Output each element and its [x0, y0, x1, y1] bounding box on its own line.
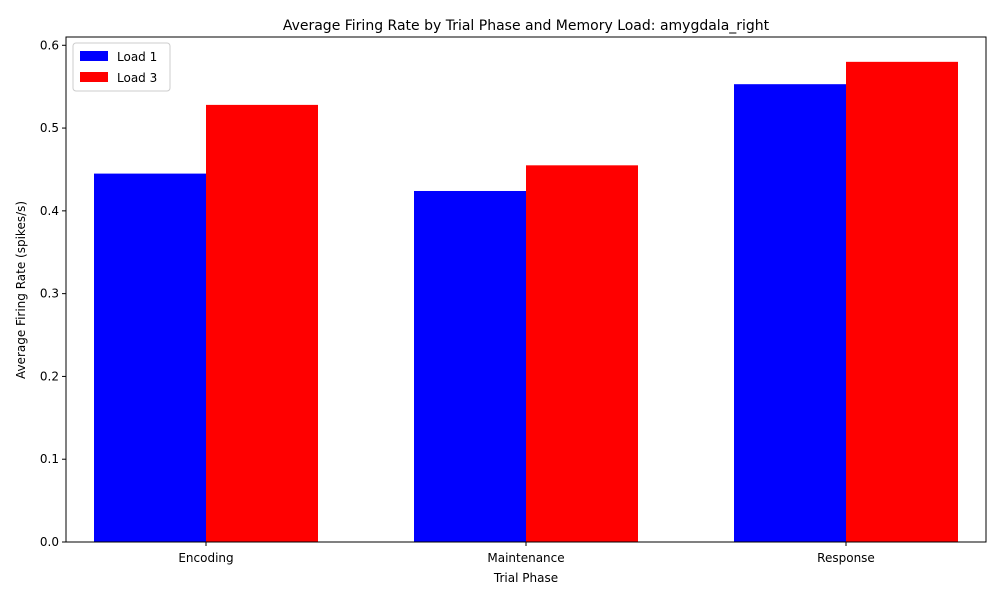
y-tick-label: 0.5	[40, 121, 59, 135]
x-tick-label: Maintenance	[487, 551, 564, 565]
y-tick-label: 0.6	[40, 38, 59, 52]
legend-label: Load 1	[117, 50, 157, 64]
y-tick-label: 0.1	[40, 452, 59, 466]
bar-load-3-maintenance	[526, 165, 638, 542]
bar-load-1-response	[734, 84, 846, 542]
bar-load-1-encoding	[94, 173, 206, 542]
x-axis-label: Trial Phase	[493, 571, 558, 585]
y-tick-label: 0.2	[40, 369, 59, 383]
x-tick-label: Encoding	[178, 551, 233, 565]
axes-layer: 0.0 0.1 0.2 0.3 0.4 0.5 0.6 Encoding Maintenance…	[40, 36, 987, 565]
x-tick-label: Response	[817, 551, 875, 565]
legend: Load 1 Load 3	[72, 42, 171, 92]
legend-label: Load 3	[117, 71, 157, 85]
bars-layer	[94, 61, 958, 543]
chart-title: Average Firing Rate by Trial Phase and M…	[283, 18, 770, 34]
bar-load-3-response	[846, 61, 958, 543]
bar-load-3-encoding	[206, 104, 318, 542]
y-tick-label: 0.0	[40, 535, 59, 549]
bar-load-1-maintenance	[414, 190, 526, 542]
y-tick-label: 0.3	[40, 287, 59, 301]
y-tick-label: 0.4	[40, 204, 59, 218]
legend-swatch	[80, 51, 108, 61]
legend-swatch	[80, 72, 108, 82]
y-axis-label: Average Firing Rate (spikes/s)	[14, 201, 28, 379]
